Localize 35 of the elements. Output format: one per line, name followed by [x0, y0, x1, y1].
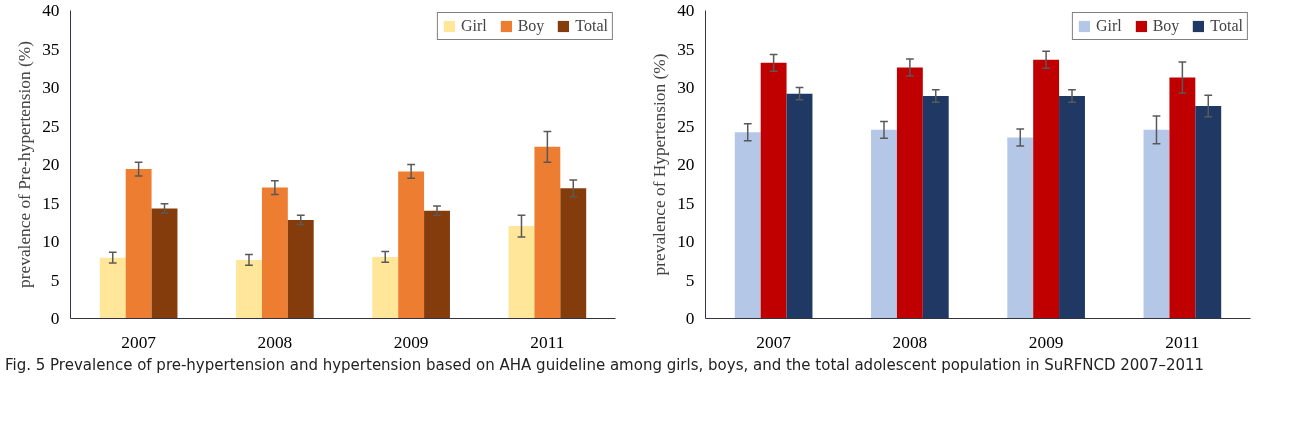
y-tick-label: 40 [677, 1, 695, 20]
y-tick-label: 30 [42, 78, 60, 97]
x-tick-label: 2007 [756, 332, 792, 352]
legend-label: Total [575, 17, 608, 35]
legend-label: Girl [1095, 17, 1122, 35]
x-tick-label: 2008 [892, 332, 928, 352]
x-tick-label: 2009 [393, 332, 429, 352]
x-tick-label: 2011 [530, 332, 565, 352]
legend-label: Total [1210, 17, 1243, 35]
legend-label: Boy [1152, 17, 1180, 35]
y-axis-title: prevalence of Pre-hypertension (%) [15, 40, 35, 288]
legend-label: Girl [460, 17, 487, 35]
y-tick-label: 35 [42, 39, 60, 59]
y-tick-label: 40 [42, 1, 60, 20]
x-tick-label: 2011 [1165, 332, 1200, 352]
y-tick-label: 25 [677, 116, 695, 136]
y-tick-label: 35 [677, 39, 695, 59]
y-tick-label: 5 [685, 270, 695, 290]
x-tick-label: 2008 [257, 332, 293, 352]
y-tick-label: 15 [677, 193, 695, 213]
x-tick-label: 2007 [121, 332, 157, 352]
x-tick-label: 2009 [1028, 332, 1064, 352]
legend-label: Boy [517, 17, 545, 35]
y-tick-label: 5 [50, 270, 60, 290]
y-tick-label: 25 [42, 116, 60, 136]
y-tick-label: 0 [685, 309, 695, 328]
y-tick-label: 10 [677, 232, 695, 251]
y-axis-title: prevalence of Hypertension (%) [650, 53, 670, 276]
y-tick-label: 20 [677, 155, 695, 174]
y-tick-label: 0 [50, 309, 60, 328]
y-tick-label: 30 [677, 78, 695, 97]
caption: Fig. 5 Prevalence of pre-hypertension and hypertension based on AHA guideline among girls, boys, and the total adolescent population in SuRFNCD 2007–2011 [5, 355, 1205, 376]
y-tick-label: 15 [42, 193, 60, 213]
y-tick-label: 20 [42, 155, 60, 174]
y-tick-label: 10 [42, 232, 60, 251]
